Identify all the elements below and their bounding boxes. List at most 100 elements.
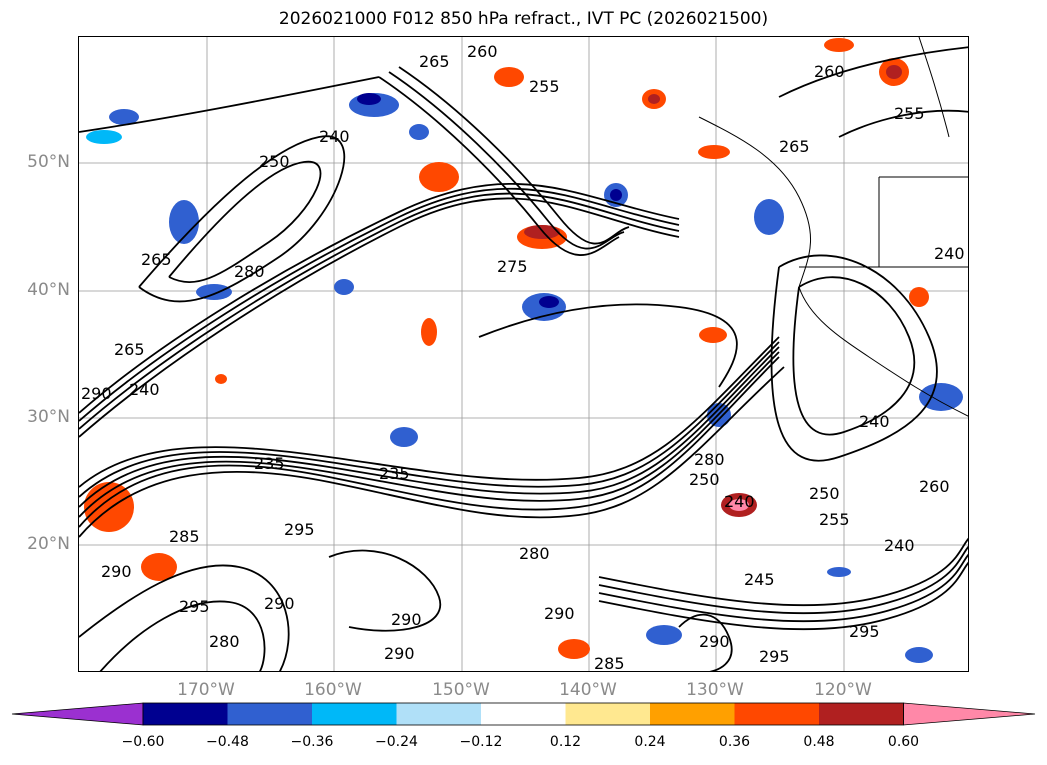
colorbar-segment <box>734 703 819 725</box>
contour-label: 290 <box>391 610 422 629</box>
fill-blob <box>886 65 902 79</box>
contour-label: 290 <box>101 562 132 581</box>
colorbar-segment <box>565 703 650 725</box>
contour-label: 295 <box>849 622 880 641</box>
colorbar-segment <box>143 703 228 725</box>
colorbar-tick-label: −0.60 <box>121 734 165 750</box>
fill-blob <box>909 287 929 307</box>
fill-blob <box>86 130 122 144</box>
contour-label: 290 <box>264 594 295 613</box>
fill-blob <box>196 284 232 300</box>
colorbar-tick-label: 0.36 <box>718 734 751 750</box>
contour-label: 285 <box>594 654 625 672</box>
contour-label: 265 <box>114 340 145 359</box>
fill-blob <box>334 279 354 295</box>
map-panel[interactable]: 260 265 255 260 255 265 250 240 265 280 … <box>78 36 969 672</box>
colorbar-extend-low <box>11 702 144 726</box>
colorbar-border <box>142 702 904 726</box>
contour-label: 280 <box>209 632 240 651</box>
contour-label: 280 <box>694 450 725 469</box>
map-title: 2026021000 F012 850 hPa refract., IVT PC… <box>278 9 769 29</box>
colorbar-segment <box>481 703 566 725</box>
lon-label-130w: 130°W <box>686 680 744 700</box>
contour-label: 240 <box>129 380 160 399</box>
contour-label: 295 <box>759 647 790 666</box>
contour-label: 265 <box>141 250 172 269</box>
contour-label: 235 <box>379 464 410 483</box>
fill-blob <box>648 94 660 104</box>
contour-label: 240 <box>859 412 890 431</box>
lon-label-150w: 150°W <box>432 680 490 700</box>
contour-label: 285 <box>169 527 200 546</box>
fill-blob <box>419 162 459 192</box>
refractivity-anomaly-fills <box>84 38 963 663</box>
fill-blob <box>558 639 590 659</box>
contour-label: 260 <box>467 42 498 61</box>
contour-label: 240 <box>934 244 965 263</box>
lat-label-40n: 40°N <box>27 280 70 300</box>
fill-blob <box>409 124 429 140</box>
fill-blob <box>494 67 524 87</box>
contour-label: 245 <box>744 570 775 589</box>
fill-blob <box>215 374 227 384</box>
contour-label: 240 <box>319 127 350 146</box>
lon-label-160w: 160°W <box>304 680 362 700</box>
colorbar-tick-label: 0.24 <box>634 734 666 750</box>
contour-label: 260 <box>919 477 950 496</box>
lon-label-120w: 120°W <box>814 680 872 700</box>
lat-label-50n: 50°N <box>27 152 70 172</box>
contour-label: 240 <box>884 536 915 555</box>
fill-blob <box>827 567 851 577</box>
lon-label-170w: 170°W <box>177 680 235 700</box>
contour-label: 255 <box>529 77 560 96</box>
contour-label: 290 <box>544 604 575 623</box>
colorbar-tick-label: −0.12 <box>459 734 503 750</box>
lon-label-140w: 140°W <box>559 680 617 700</box>
contour-label: 255 <box>894 104 925 123</box>
contour-label: 260 <box>814 62 845 81</box>
contour-label: 250 <box>259 152 290 171</box>
contour-label: 280 <box>234 262 265 281</box>
contour-label: 290 <box>384 644 415 663</box>
colorbar-extend-high <box>903 702 1036 726</box>
contour-label: 295 <box>284 520 315 539</box>
fill-blob <box>109 109 139 125</box>
colorbar-tick-label: 0.60 <box>887 734 920 750</box>
contour-label: 265 <box>779 137 810 156</box>
contour-label: 275 <box>497 257 528 276</box>
colorbar-segment <box>396 703 481 725</box>
contour-label: 255 <box>819 510 850 529</box>
colorbar-tick-label: −0.48 <box>206 734 249 750</box>
fill-blob <box>905 647 933 663</box>
colorbar-tick-label: −0.24 <box>375 734 418 750</box>
colorbar-tick-label: 0.48 <box>803 734 835 750</box>
fill-blob <box>357 93 381 105</box>
fill-blob <box>141 553 177 581</box>
coastlines <box>698 37 968 417</box>
fill-blob <box>824 38 854 52</box>
contour-label: 280 <box>519 544 550 563</box>
colorbar-segment <box>650 703 735 725</box>
contour-label-layer: 260 265 255 260 255 265 250 240 265 280 … <box>81 42 965 672</box>
fill-blob <box>919 383 963 411</box>
fill-blob <box>539 296 559 308</box>
colorbar-swatches <box>11 702 1036 726</box>
colorbar-segment <box>312 703 397 725</box>
contour-label: 290 <box>81 384 112 403</box>
lat-label-30n: 30°N <box>27 407 70 427</box>
contour-label: 265 <box>419 52 450 71</box>
contour-label: 250 <box>689 470 720 489</box>
fill-blob <box>698 145 730 159</box>
contour-label: 295 <box>179 597 210 616</box>
fill-blob <box>169 200 199 244</box>
fill-blob <box>421 318 437 346</box>
colorbar-segment <box>819 703 904 725</box>
contour-label: 250 <box>809 484 840 503</box>
colorbar-tick-label: −0.36 <box>290 734 334 750</box>
colorbar-tick-label: 0.12 <box>549 734 582 750</box>
contour-label: 290 <box>699 632 730 651</box>
fill-blob <box>390 427 418 447</box>
contour-label: 240 <box>724 492 755 511</box>
fill-blob <box>754 199 784 235</box>
fill-blob <box>610 189 622 201</box>
